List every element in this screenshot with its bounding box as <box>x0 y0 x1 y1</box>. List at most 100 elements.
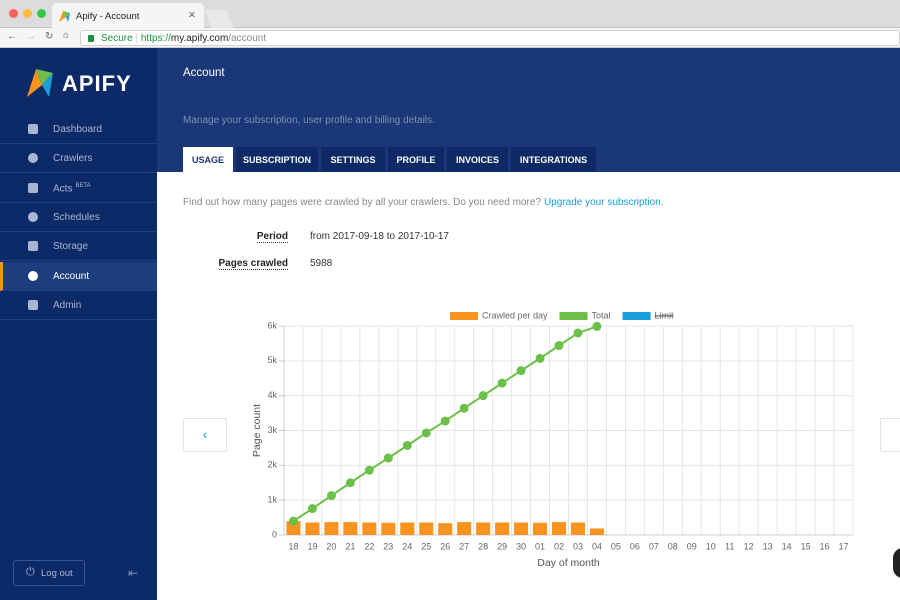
x-tick-label: 03 <box>573 541 583 551</box>
bar <box>514 522 529 535</box>
x-tick-label: 13 <box>763 541 773 551</box>
upgrade-link[interactable]: Upgrade your subscription <box>543 197 661 208</box>
point <box>573 328 583 338</box>
nav-icon <box>28 211 38 222</box>
bar <box>438 523 453 535</box>
y-tick-label: 6k <box>267 320 277 330</box>
logo-text: APIFY <box>62 71 132 96</box>
y-tick-label: 0 <box>272 529 277 539</box>
point <box>421 428 431 438</box>
tab[interactable]: SUBSCRIPTION <box>236 147 318 172</box>
y-tick-label: 5k <box>267 355 277 365</box>
nav-label: Crawlers <box>53 153 93 165</box>
x-tick-label: 05 <box>611 541 621 551</box>
address-bar: ← → ↻ ⌂ Secure | https://my.apify.com/ac… <box>0 28 900 48</box>
url-host: my.apify.com <box>170 33 229 44</box>
tab-close[interactable]: ✕ <box>188 10 196 21</box>
bar <box>343 522 358 535</box>
nav-item[interactable]: Admin <box>0 291 157 320</box>
point <box>307 504 317 514</box>
bar <box>419 522 434 535</box>
x-tick-label: 19 <box>307 541 317 551</box>
logout-button[interactable]: ⏻ Log out <box>13 560 85 586</box>
x-tick-label: 12 <box>744 541 754 551</box>
tab[interactable]: INVOICES <box>447 147 508 172</box>
nav-item[interactable]: Storage <box>0 232 157 262</box>
x-tick-label: 09 <box>687 541 697 551</box>
point <box>459 403 469 413</box>
nav-label: Schedules <box>53 211 100 223</box>
logo-icon <box>27 69 53 97</box>
new-tab[interactable] <box>204 10 234 28</box>
tab[interactable]: PROFILE <box>388 147 444 172</box>
point <box>478 391 488 401</box>
nav-badge: BETA <box>75 182 91 189</box>
x-tick-label: 08 <box>668 541 678 551</box>
nav-icon <box>28 182 38 193</box>
point <box>288 516 298 526</box>
browser-tab[interactable]: Apify - Account ✕ <box>52 3 204 28</box>
x-tick-label: 30 <box>516 541 526 551</box>
nav-item[interactable]: Dashboard <box>0 115 157 144</box>
bar <box>381 522 396 535</box>
forward-button[interactable]: → <box>26 31 36 42</box>
url-field[interactable]: Secure | https://my.apify.com/account <box>80 30 900 46</box>
minimize-window[interactable] <box>23 9 32 18</box>
bar <box>476 522 491 535</box>
tab[interactable]: INTEGRATIONS <box>511 147 596 172</box>
previous-button[interactable]: ‹ <box>183 418 227 452</box>
x-tick-label: 18 <box>288 541 298 551</box>
chart: 0 1k 2k 3k 4k 5k 6k 18 19 20 21 22 23 24 25 26 27 28 29 30 0… <box>251 310 854 569</box>
x-axis-title: Day of month <box>537 557 600 569</box>
tab[interactable]: USAGE <box>183 147 233 172</box>
point <box>402 440 412 450</box>
x-tick-label: 15 <box>801 541 811 551</box>
bar <box>551 522 567 535</box>
x-tick-label: 28 <box>478 541 488 551</box>
nav-icon <box>28 270 38 281</box>
x-tick-label: 02 <box>554 541 564 551</box>
y-tick-label: 4k <box>267 390 277 400</box>
url-scheme: https:// <box>140 33 171 44</box>
nav-icon <box>28 153 38 164</box>
legend-label: Limit <box>655 310 675 320</box>
x-tick-label: 27 <box>459 541 469 551</box>
nav-label: Account <box>53 270 90 282</box>
y-tick-label: 3k <box>267 425 277 435</box>
y-tick-label: 1k <box>267 495 277 505</box>
page-header: Account Manage your subscription, user p… <box>157 48 900 172</box>
bar <box>324 522 339 535</box>
nav-label: Dashboard <box>53 124 102 135</box>
field-value: 5988 <box>310 258 333 269</box>
x-tick-label: 20 <box>326 541 336 551</box>
bar <box>495 522 510 535</box>
nav-icon <box>28 124 38 134</box>
point <box>516 366 526 376</box>
back-button[interactable]: ← <box>7 31 17 42</box>
close-window[interactable] <box>9 9 18 18</box>
header-title: Account <box>183 67 225 79</box>
bar <box>457 522 472 535</box>
maximize-window[interactable] <box>37 9 46 18</box>
field-label-text: Pages crawled <box>218 258 288 270</box>
collapse-sidebar[interactable]: ⇤ <box>128 566 139 580</box>
tab[interactable]: SETTINGS <box>321 147 385 172</box>
point <box>535 353 545 363</box>
header-subtitle: Manage your subscription, user profile a… <box>183 115 435 126</box>
tab-title: Apify - Account <box>76 11 140 22</box>
nav-item[interactable]: Schedules <box>0 203 157 232</box>
x-tick-label: 11 <box>725 541 734 551</box>
home-button[interactable]: ⌂ <box>63 30 70 41</box>
reload-button[interactable]: ↻ <box>45 31 54 42</box>
nav-item[interactable]: Acts BETA <box>0 174 157 203</box>
nav-label: Admin <box>53 299 82 311</box>
legend-swatch <box>622 312 651 320</box>
chat-widget[interactable] <box>893 548 900 578</box>
next-button[interactable] <box>880 418 900 452</box>
point <box>364 465 374 475</box>
legend-label: Total <box>592 310 611 320</box>
nav-item[interactable]: Account <box>0 261 157 291</box>
nav-item[interactable]: Crawlers <box>0 144 157 174</box>
field-label-text: Period <box>256 231 288 243</box>
